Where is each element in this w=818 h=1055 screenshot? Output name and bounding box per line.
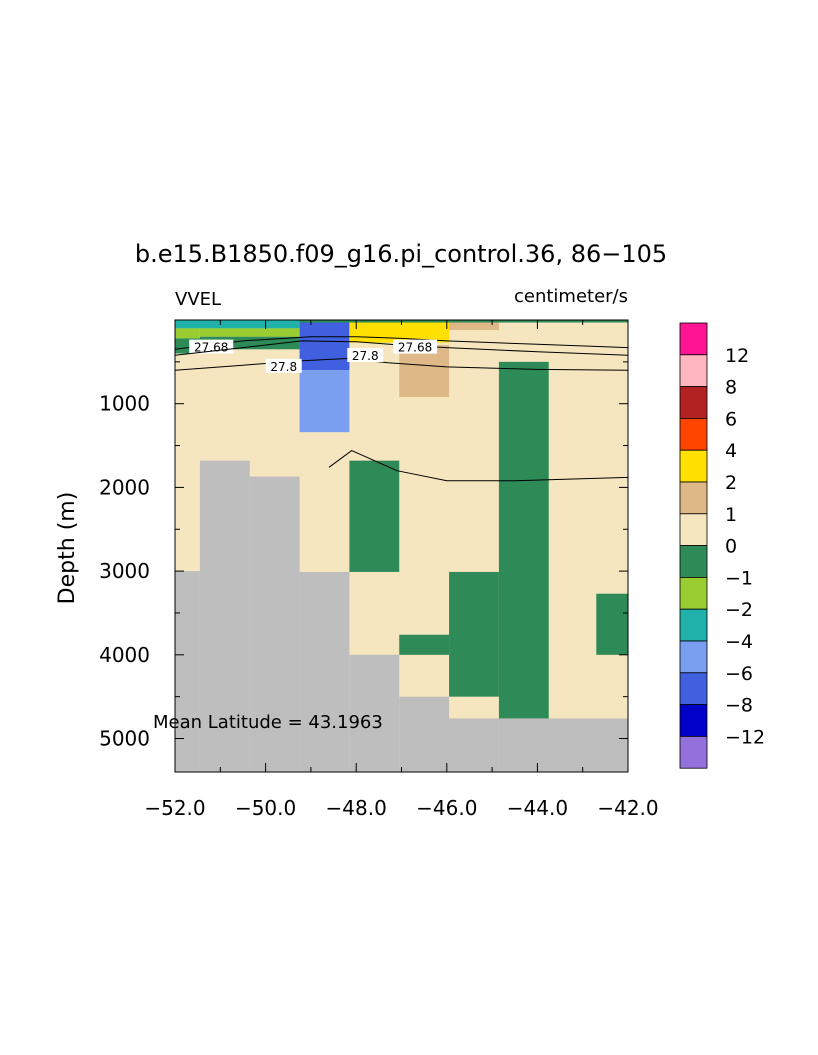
y-tick-label-2: 3000 bbox=[99, 559, 150, 583]
heatmap-cell-2 bbox=[249, 476, 300, 772]
heatmap-cell-0 bbox=[175, 571, 200, 772]
x-tick-label-1: −50.0 bbox=[235, 796, 296, 820]
colorbar-swatch-3 bbox=[679, 417, 708, 451]
colorbar-swatch-1 bbox=[679, 354, 708, 387]
heatmap-cell-12 bbox=[399, 345, 450, 398]
contour-line-1 bbox=[174, 340, 629, 356]
colorbar-swatch-13 bbox=[679, 736, 708, 769]
y-tick-label-4: 5000 bbox=[99, 727, 150, 751]
heatmap-cell-18 bbox=[175, 320, 300, 329]
x-tick-label-2: −48.0 bbox=[326, 796, 387, 820]
contour-line-4 bbox=[328, 450, 629, 482]
colorbar-label-6: 0 bbox=[725, 536, 737, 558]
y-axis-label: Depth (m) bbox=[55, 492, 80, 605]
contour-lines: 27.68 27.68 27.8 27.8 bbox=[174, 336, 629, 482]
heatmap-cell-11 bbox=[349, 320, 450, 343]
contour-label-3: 27.8 bbox=[352, 349, 379, 363]
heatmap-cell-3 bbox=[299, 571, 350, 772]
units-label: centimeter/s bbox=[514, 286, 628, 307]
heatmap-cell-1 bbox=[199, 460, 250, 772]
colorbar-label-7: −1 bbox=[725, 567, 753, 589]
colorbar-swatch-5 bbox=[679, 481, 708, 515]
colorbar-swatch-7 bbox=[679, 545, 708, 578]
contour-label-bg-3 bbox=[347, 347, 384, 362]
colorbar-label-12: −12 bbox=[725, 726, 765, 748]
y-tick-label-3: 4000 bbox=[99, 643, 150, 667]
contour-label-2: 27.8 bbox=[270, 360, 297, 374]
heatmap-cell-6 bbox=[449, 718, 499, 772]
heatmap-cell-5 bbox=[399, 696, 450, 772]
colorbar-label-9: −4 bbox=[725, 631, 753, 653]
colorbar-label-11: −8 bbox=[725, 695, 753, 717]
heatmap-cell-4 bbox=[349, 654, 400, 772]
chart-title: b.e15.B1850.f09_g16.pi_control.36, 86−10… bbox=[135, 240, 667, 268]
heatmap-cell-16 bbox=[399, 634, 450, 655]
x-tick-label-5: −42.0 bbox=[597, 796, 658, 820]
y-tick-label-0: 1000 bbox=[99, 392, 150, 416]
colorbar-swatch-12 bbox=[679, 704, 708, 737]
colorbar-label-4: 2 bbox=[725, 472, 737, 494]
heatmap-cell-17 bbox=[596, 593, 628, 655]
colorbar-label-8: −2 bbox=[725, 599, 753, 621]
y-tick-label-1: 2000 bbox=[99, 475, 150, 499]
mean-latitude-annotation: Mean Latitude = 43.1963 bbox=[153, 712, 383, 733]
colorbar-swatch-9 bbox=[679, 608, 708, 642]
colorbar-swatch-11 bbox=[679, 672, 708, 705]
colorbar-swatch-0 bbox=[679, 322, 708, 356]
contour-label-bg-2 bbox=[265, 358, 302, 373]
heatmap-cell-8 bbox=[299, 320, 350, 371]
heatmap-cell-19 bbox=[175, 328, 200, 339]
plot-area: 27.68 27.68 27.8 27.8 bbox=[174, 319, 629, 773]
x-tick-label-0: −52.0 bbox=[144, 796, 205, 820]
contour-label-0: 27.68 bbox=[194, 341, 228, 355]
colorbar-label-1: 8 bbox=[725, 377, 737, 399]
heatmap-cell-13 bbox=[449, 320, 499, 331]
colorbar-swatch-8 bbox=[679, 577, 708, 610]
heatmap-cell-7 bbox=[498, 718, 628, 772]
colorbar-swatch-4 bbox=[679, 449, 708, 483]
colorbar-swatch-6 bbox=[679, 513, 708, 546]
contour-label-1: 27.68 bbox=[398, 341, 432, 355]
colorbar-label-5: 1 bbox=[725, 504, 737, 526]
colorbar-swatch-10 bbox=[679, 640, 708, 674]
heatmap-cell-9 bbox=[299, 370, 350, 433]
heatmap-cell-14 bbox=[498, 361, 549, 719]
colorbar-label-10: −6 bbox=[725, 663, 753, 685]
colorbar-label-2: 6 bbox=[725, 408, 737, 430]
heatmap-cell-20 bbox=[199, 328, 300, 337]
axis-ticks bbox=[174, 320, 629, 772]
colorbar-swatch-2 bbox=[679, 386, 708, 419]
x-tick-label-3: −46.0 bbox=[416, 796, 477, 820]
heatmap-cells bbox=[175, 320, 628, 772]
colorbar-label-0: 12 bbox=[725, 345, 749, 367]
heatmap-cell-23 bbox=[299, 320, 628, 323]
colorbar: 12 8 6 4 2 1 0 −1 −2 −4 −6 −8 −12 bbox=[679, 322, 765, 769]
x-tick-label-4: −44.0 bbox=[507, 796, 568, 820]
contour-label-bg-1 bbox=[393, 339, 438, 354]
heatmap-cell-15 bbox=[449, 571, 499, 697]
contour-line-0 bbox=[174, 336, 629, 350]
variable-label: VVEL bbox=[175, 289, 221, 310]
heatmap-cell-10 bbox=[349, 460, 400, 572]
colorbar-label-3: 4 bbox=[725, 440, 737, 462]
